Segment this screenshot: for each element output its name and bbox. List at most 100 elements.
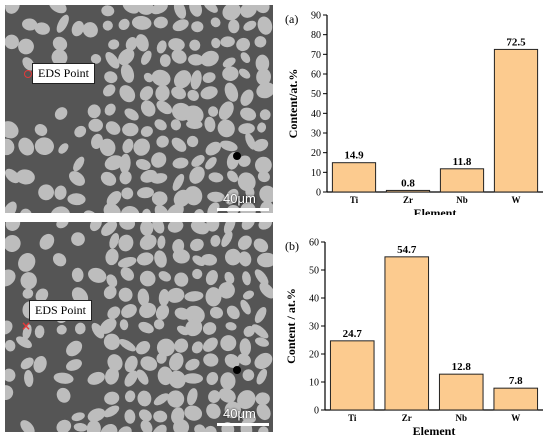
particle xyxy=(135,158,151,171)
particle xyxy=(82,22,98,38)
particle xyxy=(238,155,251,167)
particle xyxy=(71,20,85,37)
particle xyxy=(259,282,273,299)
particle xyxy=(224,271,235,284)
particle xyxy=(237,390,256,410)
particle xyxy=(206,222,220,232)
bar-value-label: 14.9 xyxy=(344,150,364,162)
particle xyxy=(34,124,48,136)
particle xyxy=(172,19,189,32)
particle xyxy=(118,48,135,66)
particle xyxy=(154,250,167,268)
bar xyxy=(385,189,431,193)
particle xyxy=(191,154,205,167)
particle xyxy=(56,387,71,403)
particle xyxy=(224,82,239,102)
particle xyxy=(205,141,222,156)
particle xyxy=(22,324,32,340)
particle xyxy=(193,208,205,213)
particle xyxy=(169,352,184,371)
y-axis-label: Content/at.% xyxy=(286,69,300,139)
particle xyxy=(222,66,239,82)
particle xyxy=(100,171,117,186)
scale-bar-label: 40μm xyxy=(223,406,256,421)
particle xyxy=(151,424,167,432)
particle xyxy=(174,272,189,287)
particle xyxy=(5,121,19,139)
particle xyxy=(207,191,225,203)
particle xyxy=(166,203,184,213)
particle xyxy=(259,185,273,204)
particle xyxy=(202,322,217,335)
particle xyxy=(139,86,154,101)
particle xyxy=(101,5,115,17)
x-tick-label: Ti xyxy=(348,413,357,423)
particle xyxy=(91,322,105,339)
particle xyxy=(228,19,240,34)
particle xyxy=(122,138,134,154)
particle xyxy=(202,72,216,83)
particle xyxy=(204,116,216,133)
particle xyxy=(210,235,221,247)
particle xyxy=(172,173,185,191)
particle xyxy=(236,37,250,52)
particle xyxy=(35,288,49,303)
particle xyxy=(104,71,118,84)
particle xyxy=(86,420,101,432)
particle xyxy=(5,235,21,252)
particle xyxy=(167,390,185,408)
particle xyxy=(240,52,251,63)
x-tick-label: W xyxy=(512,195,521,205)
bar-chart-a: (a) 0 10 20 30 40 50 60 70 80 90 Content/at.% 14.9 Ti… xyxy=(285,11,543,220)
particle xyxy=(258,222,272,230)
y-tick-label: 40 xyxy=(309,294,319,305)
particle xyxy=(140,100,156,117)
particle xyxy=(74,125,87,138)
particle xyxy=(189,166,205,184)
particle xyxy=(151,152,167,168)
particle xyxy=(155,85,170,102)
particle xyxy=(138,321,154,334)
particle xyxy=(56,324,67,335)
bar-value-label: 24.7 xyxy=(343,328,363,340)
particle xyxy=(50,206,71,213)
particle xyxy=(101,222,118,237)
particle xyxy=(138,409,152,422)
particle xyxy=(254,269,269,286)
particle xyxy=(256,368,268,385)
particle xyxy=(135,34,149,52)
particle xyxy=(87,408,106,422)
particle xyxy=(221,231,233,247)
bar xyxy=(331,162,377,193)
particle xyxy=(87,371,105,385)
particle xyxy=(16,336,32,349)
particle xyxy=(218,282,235,299)
x-tick-label: W xyxy=(511,413,520,423)
particle xyxy=(243,325,255,337)
particle xyxy=(254,352,273,370)
particle xyxy=(151,69,171,87)
particle xyxy=(20,420,35,432)
particle xyxy=(5,339,16,352)
particle xyxy=(183,373,203,384)
bar-chart-b: (b) 0 10 20 30 40 50 60 Content / at.% 24.7 Ti 54.7… xyxy=(284,238,543,438)
particle xyxy=(137,187,154,199)
particle xyxy=(136,5,154,15)
eds-point-marker: × xyxy=(21,319,32,333)
particle xyxy=(119,170,132,185)
particle xyxy=(184,291,204,302)
particle xyxy=(109,232,120,249)
particle xyxy=(106,190,122,207)
particle xyxy=(185,319,203,337)
particle xyxy=(5,5,20,14)
particle xyxy=(220,372,236,390)
particle xyxy=(139,270,156,287)
particle xyxy=(152,222,165,234)
particle xyxy=(201,253,217,266)
particle xyxy=(190,222,210,235)
particle xyxy=(187,89,199,101)
particle xyxy=(5,168,20,184)
particle xyxy=(156,338,175,357)
particle xyxy=(24,370,34,387)
particle xyxy=(140,126,153,137)
